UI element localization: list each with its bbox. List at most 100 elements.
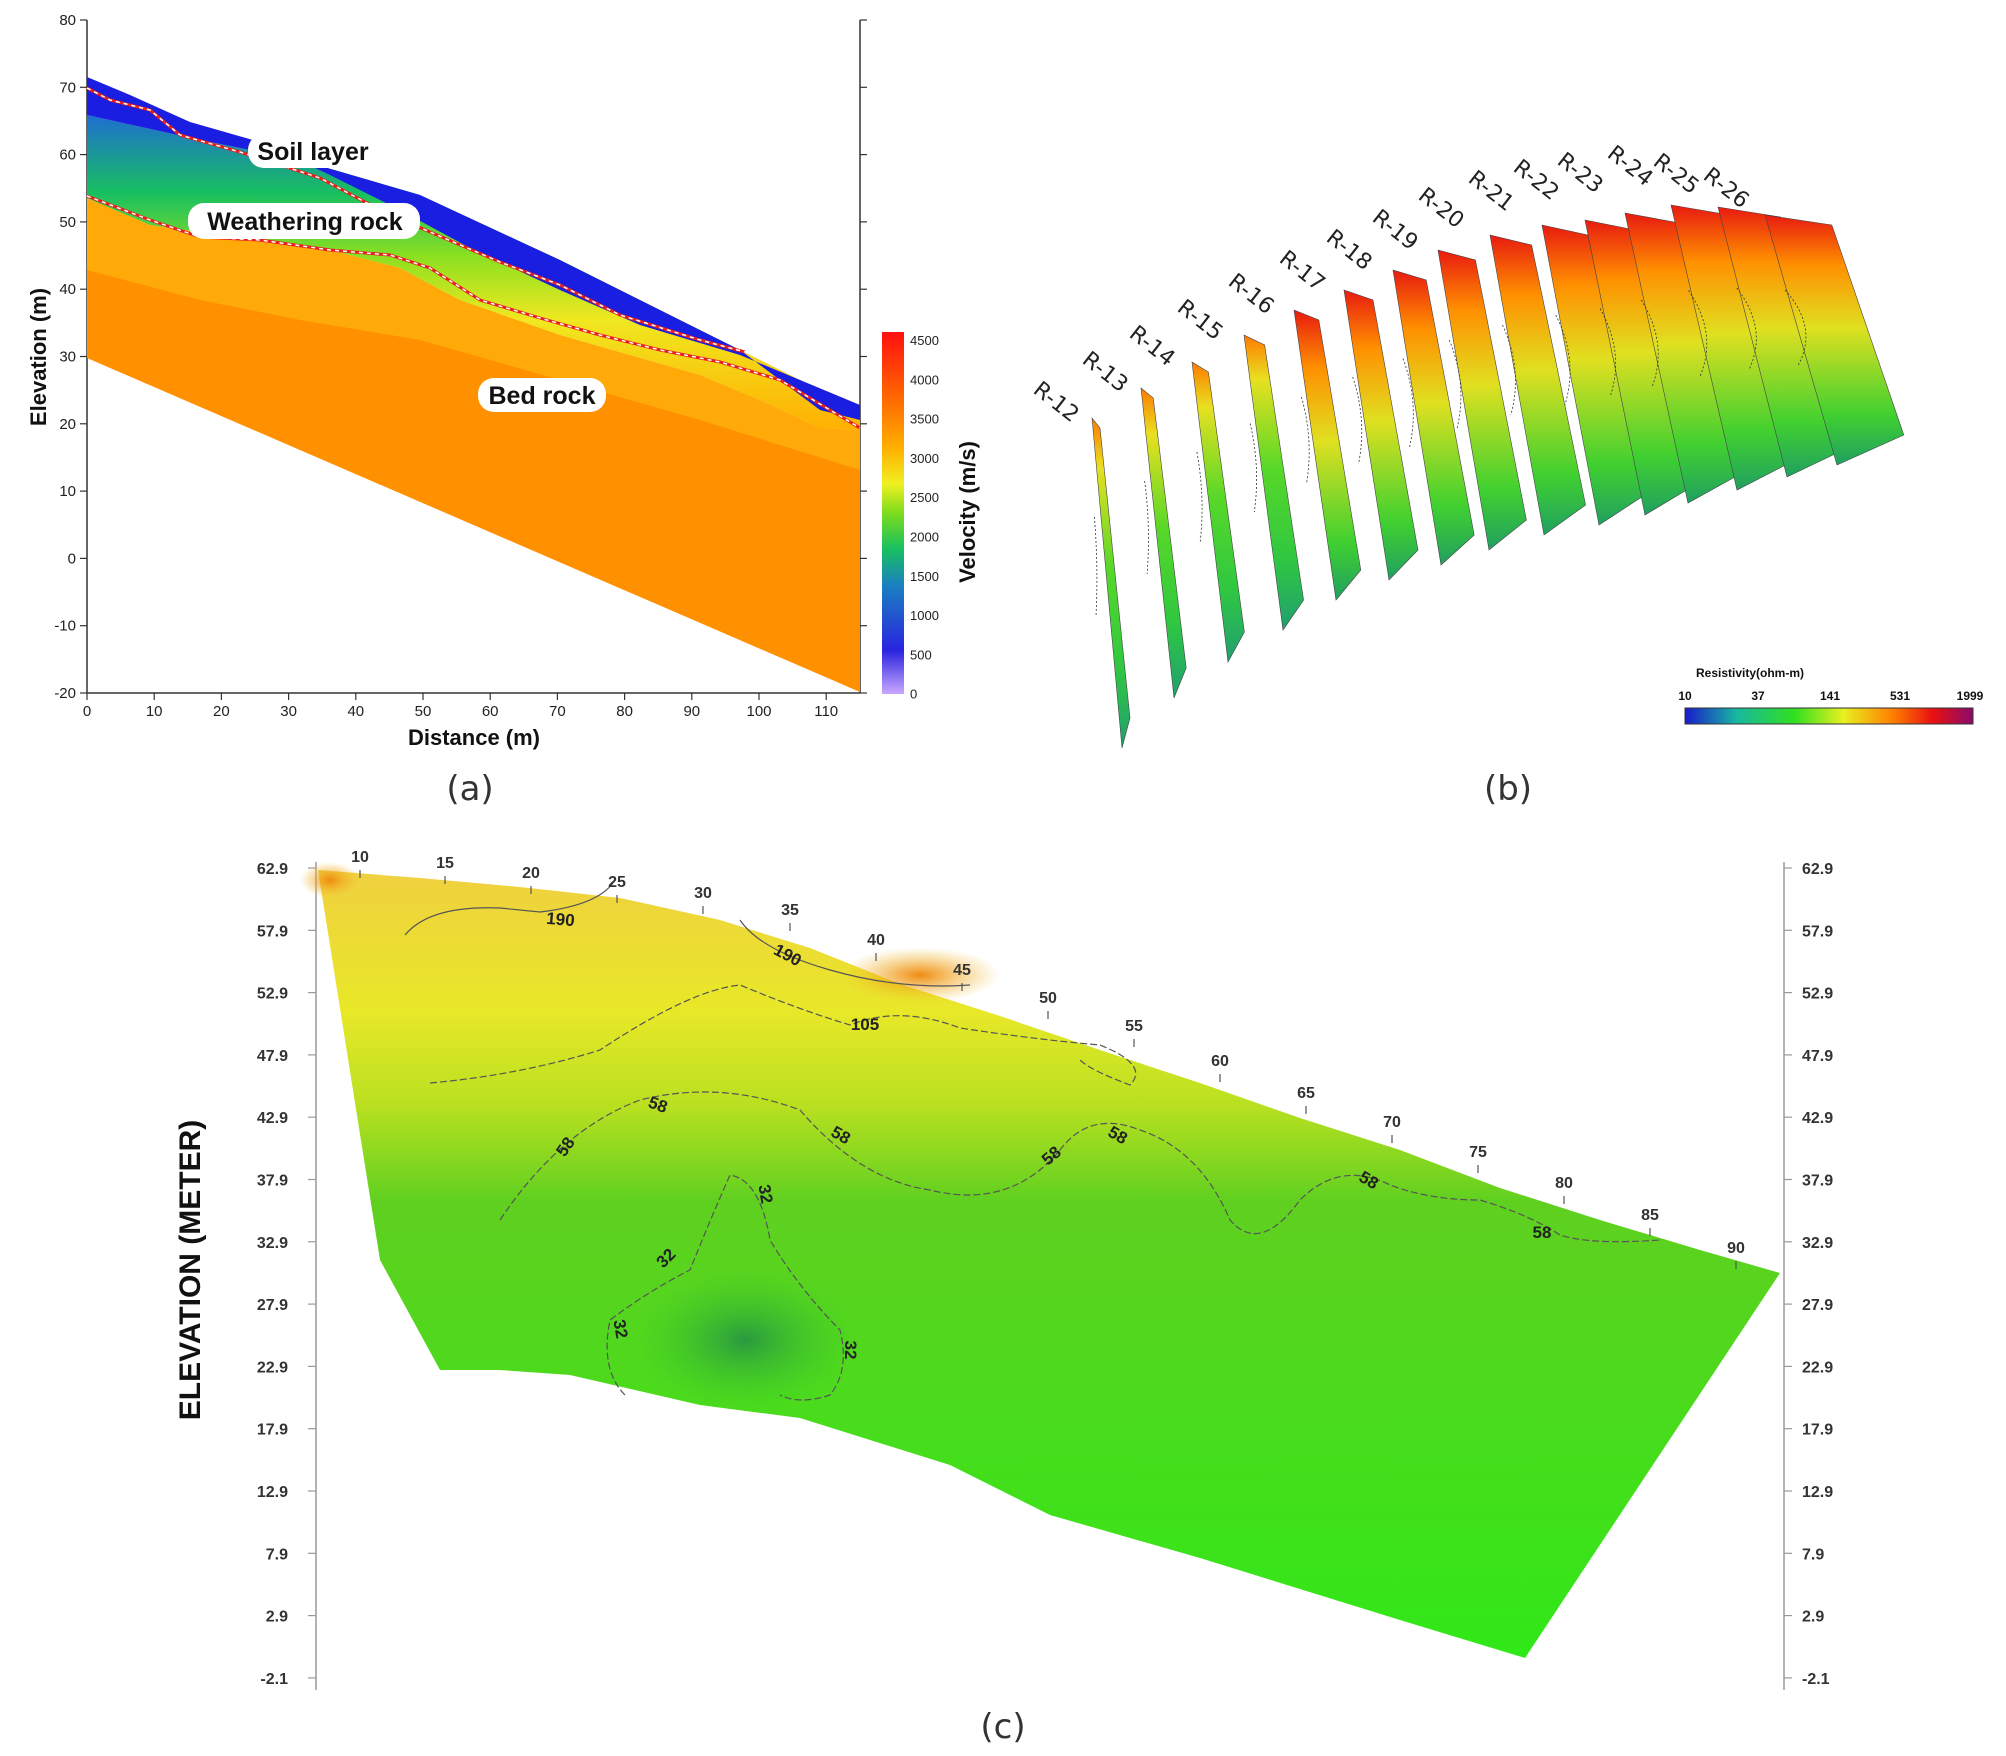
a-x-tick-label: 20 <box>213 703 230 720</box>
soil-layer-label: Soil layer <box>248 134 378 168</box>
c-top-tick-label: 45 <box>953 962 971 979</box>
resistivity-slices <box>1091 204 1905 749</box>
bed-rock-text: Bed rock <box>489 382 596 410</box>
c-y-tick-label-right: 42.9 <box>1802 1110 1833 1127</box>
resistivity-slice <box>1764 214 1905 466</box>
profile-label: R-25 <box>1648 149 1703 200</box>
a-y-tick-label: 60 <box>59 147 76 164</box>
c-y-ticks: 62.9 62.9 57.9 57.9 52.9 52.9 47.9 47.9 42.9 42.9… <box>257 861 1833 1688</box>
a-y-tick-label: 30 <box>59 349 76 366</box>
contour-label: 32 <box>609 1318 631 1340</box>
a-x-tick-label: 30 <box>280 703 297 720</box>
c-y-tick-label-left: 32.9 <box>257 1235 288 1252</box>
c-top-tick-label: 90 <box>1727 1240 1745 1257</box>
profile-label: R-23 <box>1552 148 1607 199</box>
profile-label: R-26 <box>1698 163 1753 214</box>
bed-rock-label: Bed rock <box>478 378 606 412</box>
c-y-tick-label-left: 12.9 <box>257 1484 288 1501</box>
c-top-tick-label: 35 <box>781 902 799 919</box>
c-y-tick-label-right: -2.1 <box>1802 1671 1830 1688</box>
profile-label: R-18 <box>1321 225 1376 276</box>
c-y-tick-label-right: 47.9 <box>1802 1048 1833 1065</box>
velocity-colorbar-tick: 1500 <box>910 569 939 584</box>
resistivity-section <box>318 870 1780 1658</box>
velocity-colorbar-tick: 2000 <box>910 530 939 545</box>
resistivity-slice <box>1489 234 1586 536</box>
c-y-tick-label-right: 17.9 <box>1802 1422 1833 1439</box>
c-y-tick-label-right: 27.9 <box>1802 1297 1833 1314</box>
velocity-colorbar <box>882 332 904 694</box>
a-x-ticks: 0 10 20 30 40 50 60 70 80 90 100 110 <box>83 693 838 720</box>
slice-contour <box>1784 289 1807 366</box>
c-top-tick-label: 60 <box>1211 1053 1229 1070</box>
low-resistivity-zone <box>635 1270 855 1410</box>
resistivity-slice <box>1437 249 1527 551</box>
resistivity-colorbar-tick: 531 <box>1890 689 1910 703</box>
contour-label: 105 <box>851 1015 879 1034</box>
resistivity-colorbar-ticks: 10 37 141 531 1999 <box>1678 689 1983 703</box>
a-x-axis-title: Distance (m) <box>408 725 540 750</box>
c-y-tick-label-right: 32.9 <box>1802 1235 1833 1252</box>
c-top-tick-label: 25 <box>608 874 626 891</box>
c-y-tick-label-right: 52.9 <box>1802 986 1833 1003</box>
c-top-tick-label: 80 <box>1555 1175 1573 1192</box>
a-x-tick-label: 100 <box>746 703 771 720</box>
c-y-tick-label-right: 12.9 <box>1802 1484 1833 1501</box>
resistivity-slice <box>1191 361 1245 663</box>
slice-contour <box>1352 376 1363 465</box>
velocity-colorbar-tick: 3500 <box>910 412 939 427</box>
high-resistivity-corner <box>300 862 360 898</box>
contour-105 <box>429 984 1137 1086</box>
velocity-colorbar-tick: 0 <box>910 687 917 702</box>
c-y-tick-label-left: 42.9 <box>257 1110 288 1127</box>
a-x-tick-label: 10 <box>146 703 163 720</box>
weathering-rock-label: Weathering rock <box>188 203 420 239</box>
a-y-tick-label: 70 <box>59 79 76 96</box>
slice-contour <box>1448 339 1462 431</box>
profile-label: R-17 <box>1274 246 1329 297</box>
contour-label: 190 <box>546 909 576 930</box>
c-y-tick-label-left: -2.1 <box>260 1671 288 1688</box>
profile-label: R-14 <box>1124 321 1179 372</box>
velocity-colorbar-tick: 1000 <box>910 608 939 623</box>
a-y-tick-label: 80 <box>59 12 76 29</box>
slice-contour <box>1094 516 1098 617</box>
resistivity-colorbar-tick: 10 <box>1678 689 1692 703</box>
velocity-colorbar-tick: 4500 <box>910 333 939 348</box>
slice-contour <box>1249 423 1258 513</box>
slice-contour <box>1402 358 1414 448</box>
slice-contour <box>1502 324 1516 416</box>
contour-58 <box>499 1091 1661 1243</box>
c-y-tick-label-left: 37.9 <box>257 1173 288 1190</box>
resistivity-colorbar <box>1684 707 1974 725</box>
a-x-tick-label: 90 <box>683 703 700 720</box>
weathering-rock-text: Weathering rock <box>207 208 403 236</box>
velocity-colorbar-ticks: 4500 4000 3500 3000 2500 2000 1500 1000 500 0 <box>910 333 939 702</box>
velocity-colorbar-tick: 500 <box>910 647 932 662</box>
contour-190 <box>404 879 616 936</box>
c-top-tick-label: 85 <box>1641 1207 1659 1224</box>
velocity-colorbar-tick: 4000 <box>910 372 939 387</box>
a-y-tick-label: -20 <box>54 685 76 702</box>
resistivity-slice <box>1392 269 1475 566</box>
contour-label: 32 <box>754 1183 776 1205</box>
a-x-tick-label: 50 <box>415 703 432 720</box>
c-y-tick-label-right: 2.9 <box>1802 1609 1824 1626</box>
panel-a-label: (a) <box>446 769 493 809</box>
c-top-tick-label: 70 <box>1383 1114 1401 1131</box>
c-y-tick-label-left: 17.9 <box>257 1422 288 1439</box>
a-y-tick-label: -10 <box>54 618 76 635</box>
slice-contour <box>1736 287 1757 370</box>
a-y-tick-label: 20 <box>59 416 76 433</box>
c-y-axis-title: ELEVATION (METER) <box>174 1120 207 1421</box>
c-y-tick-label-left: 2.9 <box>266 1609 288 1626</box>
slice-contour <box>1301 396 1310 485</box>
panel-c-label: (c) <box>980 1707 1025 1747</box>
c-y-tick-label-right: 37.9 <box>1802 1173 1833 1190</box>
yellow-band <box>87 198 860 470</box>
profile-label: R-16 <box>1223 269 1278 320</box>
c-y-tick-label-right: 7.9 <box>1802 1546 1824 1563</box>
panel-b: R-12R-13R-14R-15R-16R-17R-18R-19R-20R-21… <box>1028 141 1983 809</box>
